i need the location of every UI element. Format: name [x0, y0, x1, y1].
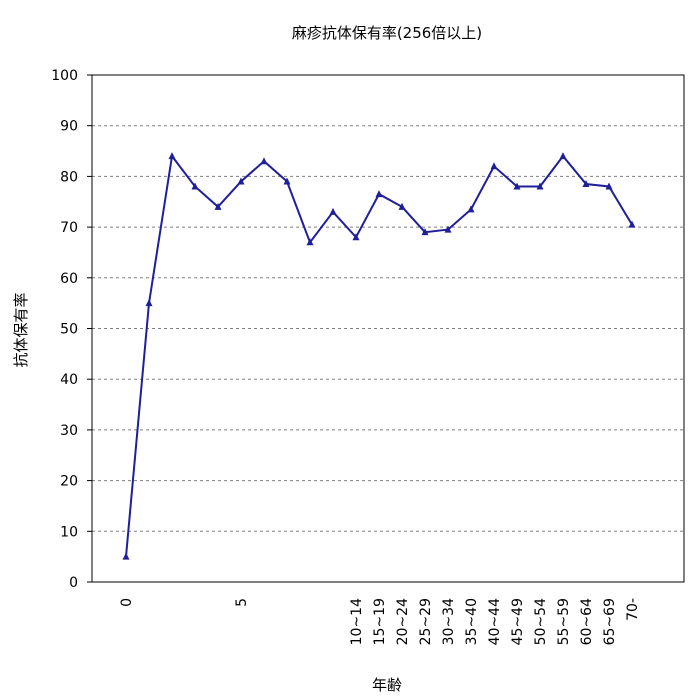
y-tick-label: 30 — [60, 423, 78, 439]
x-tick-label: 55~59 — [556, 598, 572, 645]
data-point-marker — [490, 162, 498, 170]
x-tick-label: 50~54 — [533, 598, 549, 645]
y-tick-label: 20 — [60, 474, 78, 490]
x-tick-label: 20~24 — [395, 598, 411, 645]
y-tick-label: 10 — [60, 524, 78, 540]
x-tick-label: 70- — [625, 598, 641, 621]
y-tick-label: 70 — [60, 220, 78, 236]
x-tick-label: 25~29 — [418, 598, 434, 645]
x-axis-label: 年齢 — [372, 676, 402, 694]
data-point-marker — [168, 152, 176, 160]
series-line — [125, 153, 633, 557]
data-point-marker — [605, 182, 613, 190]
data-point-marker — [306, 238, 314, 246]
x-tick-label: 65~69 — [602, 598, 618, 645]
y-tick-label: 50 — [60, 322, 78, 338]
y-axis-label: 抗体保有率 — [12, 292, 30, 367]
gridlines — [92, 125, 684, 532]
x-tick-label: 5 — [234, 598, 250, 607]
x-tick-label: 0 — [119, 598, 135, 607]
y-axis-ticks: 0 10 20 30 40 50 60 70 80 90 100 — [51, 68, 92, 591]
x-tick-label: 35~40 — [464, 598, 480, 645]
x-tick-label: 30~34 — [441, 598, 457, 645]
x-tick-label: 10~14 — [349, 598, 365, 645]
y-tick-label: 90 — [60, 119, 78, 135]
data-point-marker — [145, 299, 153, 307]
x-tick-label: 40~44 — [487, 598, 503, 645]
data-point-marker — [444, 225, 452, 233]
data-point-marker — [513, 182, 521, 190]
x-axis-ticks: 0 5 10~14 15~19 20~24 25~29 30~34 35~40 40~44 45~… — [119, 598, 641, 645]
data-point-marker — [214, 202, 222, 210]
x-tick-label: 60~64 — [579, 598, 595, 645]
chart-title: 麻疹抗体保有率(256倍以上) — [292, 24, 482, 42]
data-point-marker — [582, 180, 590, 188]
data-point-marker — [237, 177, 245, 185]
y-tick-label: 60 — [60, 271, 78, 287]
data-point-marker — [421, 228, 429, 236]
data-point-marker — [375, 190, 383, 198]
x-tick-label: 45~49 — [510, 598, 526, 645]
data-point-marker — [122, 552, 130, 560]
data-point-marker — [467, 205, 475, 213]
data-point-marker — [260, 157, 268, 165]
y-tick-label: 0 — [69, 575, 78, 591]
data-point-marker — [329, 207, 337, 215]
y-tick-label: 100 — [51, 68, 78, 84]
data-point-marker — [398, 202, 406, 210]
data-point-marker — [191, 182, 199, 190]
data-point-marker — [559, 152, 567, 160]
data-point-marker — [628, 220, 636, 228]
y-tick-label: 80 — [60, 169, 78, 185]
data-point-marker — [352, 233, 360, 241]
data-point-marker — [536, 182, 544, 190]
data-point-marker — [283, 177, 291, 185]
series — [122, 152, 636, 560]
x-tick-label: 15~19 — [372, 598, 388, 645]
y-tick-label: 40 — [60, 372, 78, 388]
